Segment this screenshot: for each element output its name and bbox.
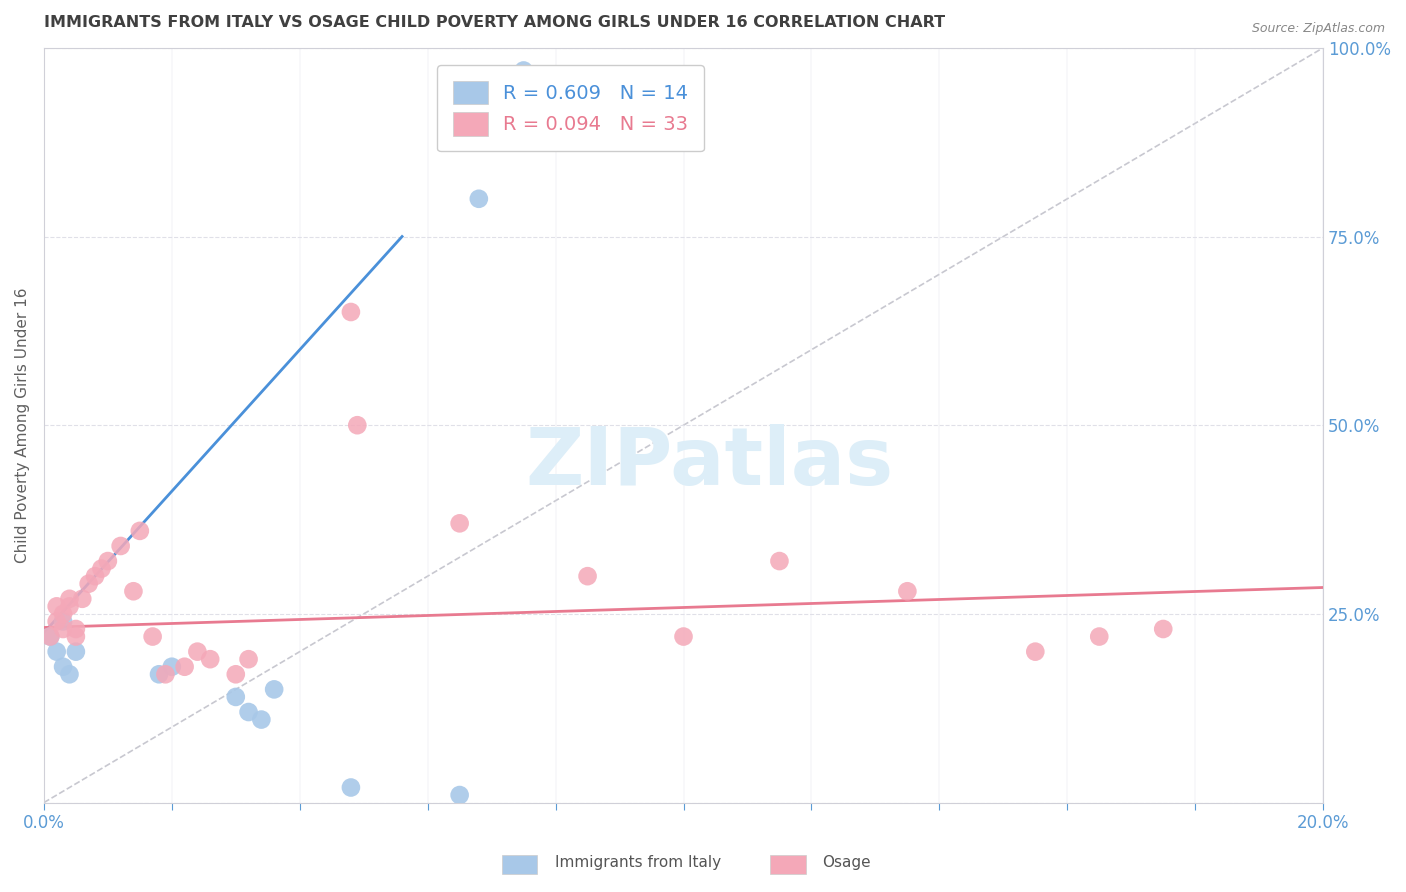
Point	[128, 524, 150, 538]
Point	[142, 630, 165, 644]
Point	[52, 607, 75, 621]
Legend: R = 0.609   N = 14, R = 0.094   N = 33: R = 0.609 N = 14, R = 0.094 N = 33	[437, 65, 704, 152]
Point	[340, 780, 363, 795]
Point	[238, 705, 260, 719]
Point	[225, 690, 247, 704]
Point	[198, 652, 221, 666]
Point	[45, 645, 67, 659]
Point	[576, 569, 599, 583]
Point	[340, 305, 363, 319]
Point	[148, 667, 170, 681]
Text: Osage: Osage	[823, 855, 872, 870]
Point	[346, 418, 368, 433]
Point	[65, 645, 87, 659]
Point	[77, 576, 100, 591]
Text: IMMIGRANTS FROM ITALY VS OSAGE CHILD POVERTY AMONG GIRLS UNDER 16 CORRELATION CH: IMMIGRANTS FROM ITALY VS OSAGE CHILD POV…	[44, 15, 945, 30]
Point	[173, 659, 195, 673]
Point	[250, 713, 273, 727]
Point	[122, 584, 145, 599]
Point	[58, 599, 80, 614]
Point	[65, 630, 87, 644]
Point	[449, 516, 471, 531]
Point	[45, 599, 67, 614]
Point	[39, 630, 62, 644]
Point	[186, 645, 208, 659]
Point	[468, 192, 491, 206]
Text: ZIPatlas: ZIPatlas	[524, 424, 893, 502]
Point	[225, 667, 247, 681]
Text: Source: ZipAtlas.com: Source: ZipAtlas.com	[1251, 22, 1385, 36]
Point	[449, 788, 471, 802]
Point	[58, 667, 80, 681]
Point	[768, 554, 790, 568]
Point	[238, 652, 260, 666]
Point	[1088, 630, 1111, 644]
Point	[52, 659, 75, 673]
Point	[45, 615, 67, 629]
Point	[1024, 645, 1046, 659]
Point	[512, 63, 534, 78]
Point	[72, 591, 94, 606]
Point	[896, 584, 918, 599]
Point	[160, 659, 183, 673]
Point	[58, 591, 80, 606]
Point	[97, 554, 120, 568]
Point	[39, 630, 62, 644]
Point	[90, 561, 112, 575]
Point	[672, 630, 695, 644]
Point	[263, 682, 285, 697]
Point	[52, 615, 75, 629]
Text: Immigrants from Italy: Immigrants from Italy	[555, 855, 721, 870]
Point	[52, 622, 75, 636]
Point	[110, 539, 132, 553]
Point	[65, 622, 87, 636]
Point	[84, 569, 107, 583]
Y-axis label: Child Poverty Among Girls Under 16: Child Poverty Among Girls Under 16	[15, 287, 30, 563]
Point	[155, 667, 177, 681]
Point	[1152, 622, 1174, 636]
